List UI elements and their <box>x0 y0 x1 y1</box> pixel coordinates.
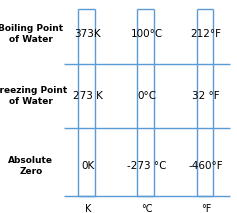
Text: K: K <box>85 204 91 213</box>
Text: Absolute
Zero: Absolute Zero <box>8 156 53 176</box>
Text: -273 °C: -273 °C <box>127 161 167 171</box>
Text: 373K: 373K <box>74 29 101 39</box>
Text: Boiling Point
of Water: Boiling Point of Water <box>0 24 63 44</box>
Text: 0°C: 0°C <box>137 91 156 101</box>
Text: -460°F: -460°F <box>189 161 223 171</box>
Text: 212°F: 212°F <box>191 29 222 39</box>
Text: 32 °F: 32 °F <box>192 91 220 101</box>
Text: 100°C: 100°C <box>131 29 163 39</box>
Text: Freezing Point
of Water: Freezing Point of Water <box>0 86 68 106</box>
Text: 273 K: 273 K <box>73 91 103 101</box>
Text: 0K: 0K <box>81 161 94 171</box>
Text: °F: °F <box>201 204 211 213</box>
Text: °C: °C <box>141 204 153 213</box>
